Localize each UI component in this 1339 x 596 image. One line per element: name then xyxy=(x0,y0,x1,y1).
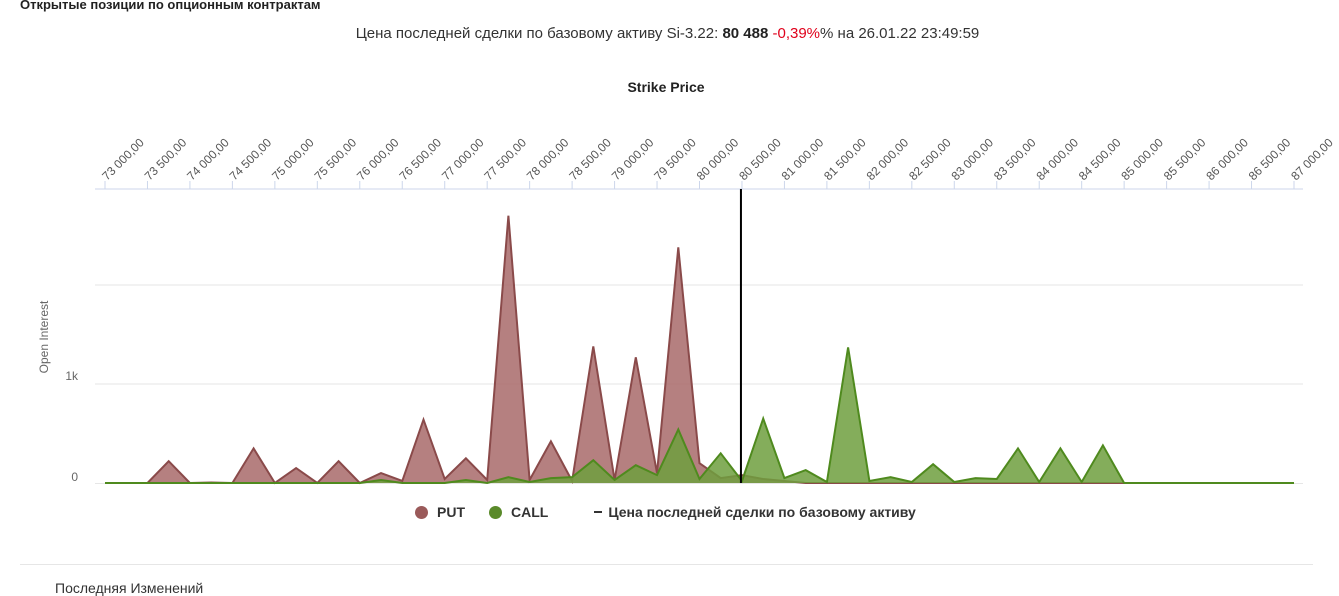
legend-call-label: CALL xyxy=(511,504,549,520)
legend-price-line-label: Цена последней сделки по базовому активу xyxy=(608,504,916,520)
subtitle-suffix: % на 26.01.22 23:49:59 xyxy=(820,25,980,42)
x-tick-label: 79 500,00 xyxy=(651,135,699,183)
call-dot-icon xyxy=(489,505,502,519)
legend-item-call[interactable]: CALL xyxy=(489,504,548,520)
x-tick-label: 80 000,00 xyxy=(694,135,742,183)
x-tick-label: 81 000,00 xyxy=(779,135,827,183)
chart-legend: PUT CALL Цена последней сделки по базово… xyxy=(415,502,940,522)
x-tick-label: 80 500,00 xyxy=(736,135,784,183)
x-tick-label: 84 000,00 xyxy=(1033,135,1081,183)
put-series-line xyxy=(105,215,1294,485)
page-title: Открытые позиции по опционным контрактам xyxy=(20,0,321,12)
next-section-header: Последняя Изменений xyxy=(55,580,204,596)
put-dot-icon xyxy=(415,505,428,519)
x-tick-label: 77 000,00 xyxy=(439,135,487,183)
legend-put-label: PUT xyxy=(437,504,465,520)
x-tick-label: 73 500,00 xyxy=(142,135,190,183)
last-price-subtitle: Цена последней сделки по базовому активу… xyxy=(0,25,1335,42)
x-tick-label: 78 000,00 xyxy=(524,135,572,183)
x-axis-title: Strike Price xyxy=(627,79,704,95)
x-tick-label: 75 500,00 xyxy=(312,135,360,183)
x-tick-label: 76 500,00 xyxy=(396,135,444,183)
price-change-value: -0,39% xyxy=(768,25,821,42)
x-tick-label: 76 000,00 xyxy=(354,135,402,183)
y-axis-title: Open Interest xyxy=(37,300,51,373)
x-tick-label: 78 500,00 xyxy=(566,135,614,183)
legend-item-price-line[interactable]: Цена последней сделки по базовому активу xyxy=(572,504,916,520)
last-price-value: 80 488 xyxy=(722,25,769,42)
x-tick-label: 74 000,00 xyxy=(184,135,232,183)
y-tick-label: 1k xyxy=(65,369,79,383)
y-tick-label: 0 xyxy=(71,470,78,484)
x-tick-label: 83 000,00 xyxy=(949,135,997,183)
x-tick-label: 77 500,00 xyxy=(481,135,529,183)
legend-item-put[interactable]: PUT xyxy=(415,504,465,520)
section-divider xyxy=(20,564,1313,565)
x-tick-label: 82 500,00 xyxy=(906,135,954,183)
put-series-area xyxy=(105,215,1294,483)
subtitle-prefix: Цена последней сделки по базовому активу… xyxy=(355,25,723,42)
x-tick-label: 74 500,00 xyxy=(227,135,275,183)
x-tick-label: 84 500,00 xyxy=(1076,135,1124,183)
x-tick-label: 85 000,00 xyxy=(1118,135,1166,183)
x-tick-label: 75 000,00 xyxy=(269,135,317,183)
x-tick-label: 82 000,00 xyxy=(864,135,912,183)
x-tick-label: 87 000,00 xyxy=(1288,135,1336,183)
line-dash-icon xyxy=(594,511,603,513)
x-tick-label: 79 000,00 xyxy=(609,135,657,183)
call-series-line xyxy=(105,347,1294,485)
x-tick-label: 86 000,00 xyxy=(1203,135,1251,183)
x-tick-label: 73 000,00 xyxy=(99,135,147,183)
x-tick-label: 85 500,00 xyxy=(1161,135,1209,183)
x-tick-label: 86 500,00 xyxy=(1246,135,1294,183)
x-tick-label: 83 500,00 xyxy=(991,135,1039,183)
x-tick-label: 81 500,00 xyxy=(821,135,869,183)
